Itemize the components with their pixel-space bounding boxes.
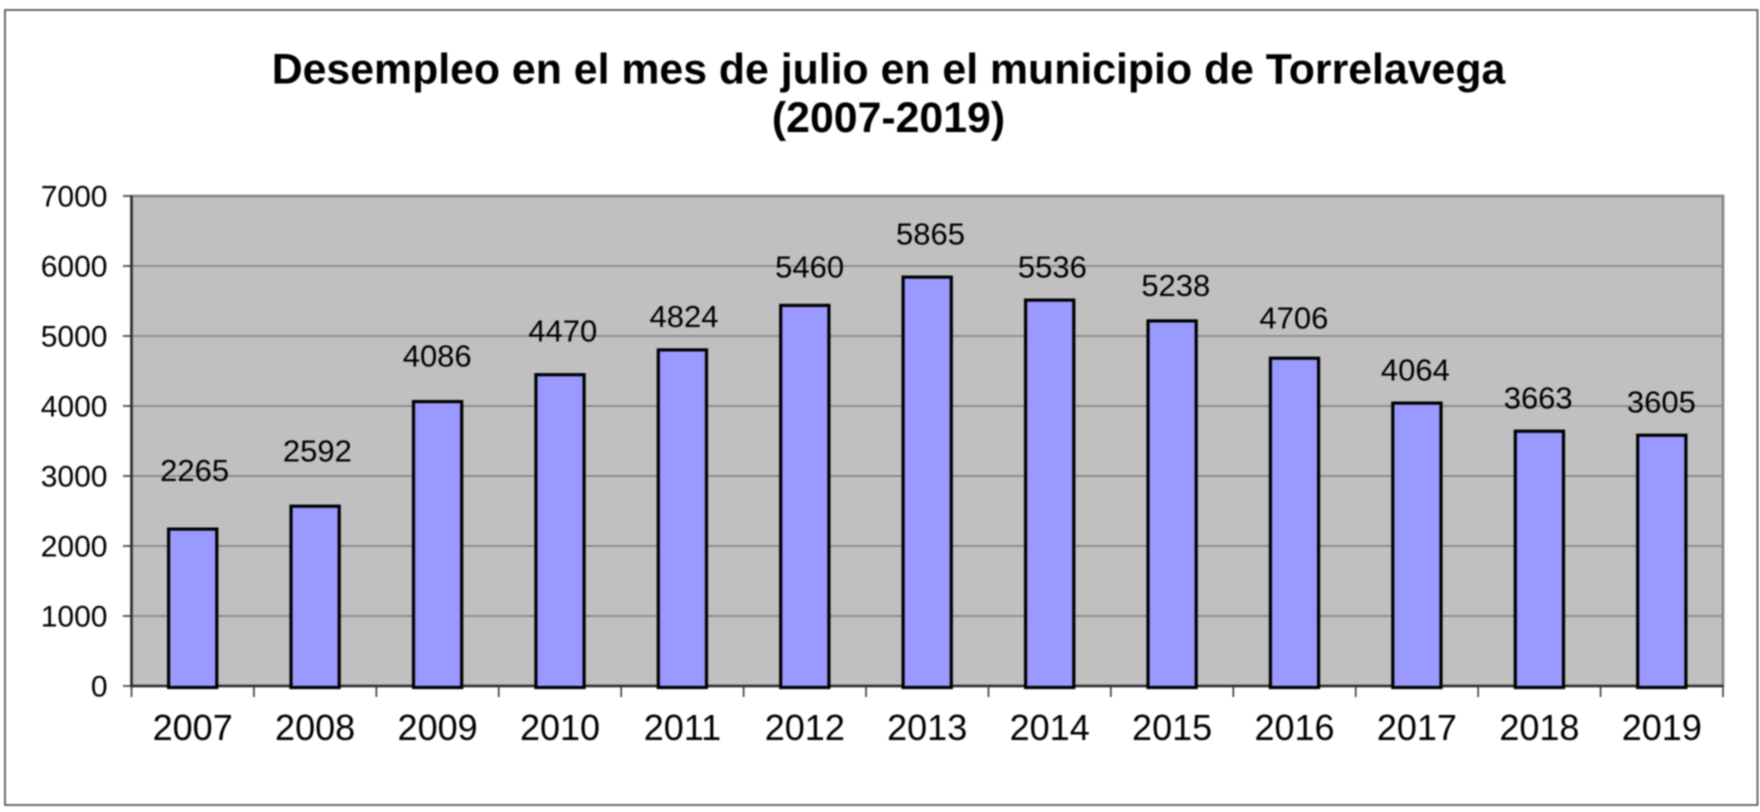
svg-text:2010: 2010: [520, 707, 600, 748]
svg-text:3000: 3000: [41, 461, 108, 494]
svg-text:2017: 2017: [1377, 707, 1457, 748]
svg-text:2016: 2016: [1254, 707, 1334, 748]
svg-text:2009: 2009: [398, 707, 478, 748]
svg-text:2018: 2018: [1499, 707, 1579, 748]
svg-text:2265: 2265: [160, 453, 229, 488]
svg-text:(2007-2019): (2007-2019): [772, 94, 1005, 142]
svg-text:5000: 5000: [41, 321, 108, 354]
svg-text:7000: 7000: [41, 181, 108, 214]
svg-text:5865: 5865: [896, 216, 965, 251]
svg-text:2013: 2013: [887, 707, 967, 748]
svg-text:2014: 2014: [1010, 707, 1090, 748]
svg-text:4824: 4824: [650, 299, 719, 334]
svg-text:4706: 4706: [1259, 301, 1328, 336]
svg-text:6000: 6000: [41, 251, 108, 284]
svg-text:4064: 4064: [1381, 352, 1450, 387]
svg-text:2019: 2019: [1622, 707, 1702, 748]
svg-text:2008: 2008: [275, 707, 355, 748]
svg-text:3663: 3663: [1504, 381, 1573, 416]
svg-text:0: 0: [91, 671, 108, 704]
svg-text:5536: 5536: [1018, 249, 1087, 284]
svg-text:2012: 2012: [765, 707, 845, 748]
svg-text:4470: 4470: [528, 314, 597, 349]
svg-text:2007: 2007: [153, 707, 233, 748]
svg-text:Desempleo en el mes de julio e: Desempleo en el mes de julio en el munic…: [272, 46, 1507, 94]
svg-text:5460: 5460: [775, 250, 844, 285]
svg-text:4086: 4086: [403, 339, 472, 374]
svg-text:1000: 1000: [41, 601, 108, 634]
svg-text:3605: 3605: [1627, 385, 1696, 420]
svg-text:5238: 5238: [1141, 268, 1210, 303]
svg-text:2011: 2011: [644, 707, 721, 748]
svg-text:4000: 4000: [41, 391, 108, 424]
svg-text:2592: 2592: [283, 434, 352, 469]
svg-text:2015: 2015: [1132, 707, 1212, 748]
svg-text:2000: 2000: [41, 531, 108, 564]
